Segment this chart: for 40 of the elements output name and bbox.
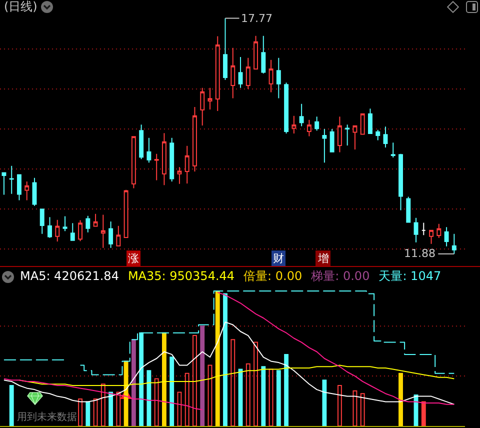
candlestick bbox=[444, 226, 449, 247]
bar bbox=[230, 339, 236, 426]
bar bbox=[9, 385, 14, 426]
bar bbox=[86, 401, 90, 426]
candlestick bbox=[452, 233, 456, 254]
bar bbox=[398, 372, 403, 426]
bar bbox=[352, 390, 358, 426]
annotation: 用到未来数据 bbox=[17, 411, 77, 423]
bar bbox=[184, 372, 190, 426]
text: 倍量: 0.00 bbox=[244, 269, 302, 284]
candlestick bbox=[436, 223, 442, 238]
bar bbox=[78, 398, 82, 426]
bar bbox=[200, 326, 205, 426]
bar bbox=[276, 370, 281, 426]
bar bbox=[322, 380, 327, 426]
bar bbox=[261, 366, 266, 426]
bar bbox=[170, 356, 174, 426]
series-label: 天量: 1047 bbox=[378, 269, 442, 284]
bar bbox=[116, 392, 121, 426]
bar bbox=[192, 335, 197, 426]
bar bbox=[268, 368, 274, 426]
bar bbox=[254, 342, 258, 426]
bar bbox=[108, 392, 114, 426]
text: 梯量: 0.00 bbox=[311, 269, 370, 284]
bar bbox=[215, 290, 220, 426]
bar bbox=[146, 370, 152, 426]
text: MA35: 950354.44 bbox=[128, 269, 235, 284]
bar bbox=[100, 384, 106, 426]
bar bbox=[208, 364, 212, 426]
bar bbox=[284, 354, 289, 426]
bar bbox=[177, 392, 182, 426]
bar bbox=[131, 339, 136, 426]
bar bbox=[93, 398, 98, 426]
bar bbox=[421, 401, 426, 426]
text: MA5: 420621.84 bbox=[20, 269, 119, 284]
bar bbox=[154, 378, 159, 426]
bar bbox=[246, 363, 250, 426]
bar bbox=[360, 393, 365, 426]
bar bbox=[337, 385, 342, 426]
bar bbox=[162, 332, 166, 426]
